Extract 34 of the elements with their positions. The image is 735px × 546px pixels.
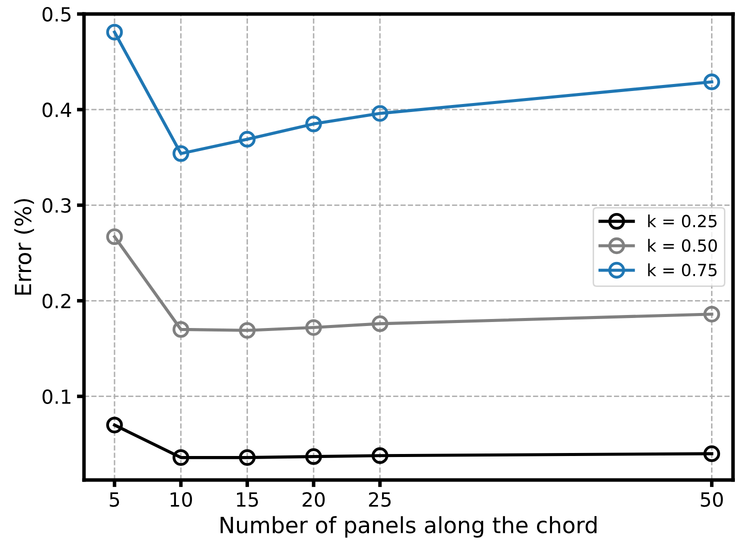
x-tick-label: 25 (369, 492, 391, 507)
point (106, 24, 123, 40)
point (305, 116, 322, 132)
y-tick-label: 0.1 (42, 389, 70, 404)
x-tick-label: 5 (110, 492, 120, 507)
point (703, 306, 720, 322)
point (703, 74, 720, 90)
point (172, 449, 190, 466)
legend-label: k = 0.25 (648, 214, 717, 228)
point (172, 321, 190, 338)
point (238, 322, 256, 339)
point (305, 319, 322, 336)
x-tick-label: 15 (237, 492, 258, 507)
point (372, 105, 388, 122)
y-tick-label: 0.5 (42, 6, 70, 22)
point (172, 145, 190, 162)
point (372, 447, 388, 464)
point (703, 445, 720, 462)
point (372, 315, 388, 332)
x-axis-title: Number of panels along the chord (220, 516, 596, 538)
y-tick-label: 0.4 (42, 102, 72, 118)
x-tick-label: 10 (170, 492, 192, 507)
x-tick-label: 50 (700, 492, 723, 507)
y-tick-label: 0.2 (42, 294, 70, 308)
y-tick-label: 0.3 (42, 198, 71, 213)
point (238, 449, 256, 466)
point (106, 416, 123, 434)
x-tick-label: 20 (302, 492, 325, 507)
legend-label: k = 0.50 (648, 238, 717, 252)
point (238, 130, 256, 148)
y-axis-title: Error (%) (14, 199, 34, 295)
point (106, 228, 123, 246)
legend-label: k = 0.75 (648, 263, 717, 276)
point (305, 448, 322, 465)
